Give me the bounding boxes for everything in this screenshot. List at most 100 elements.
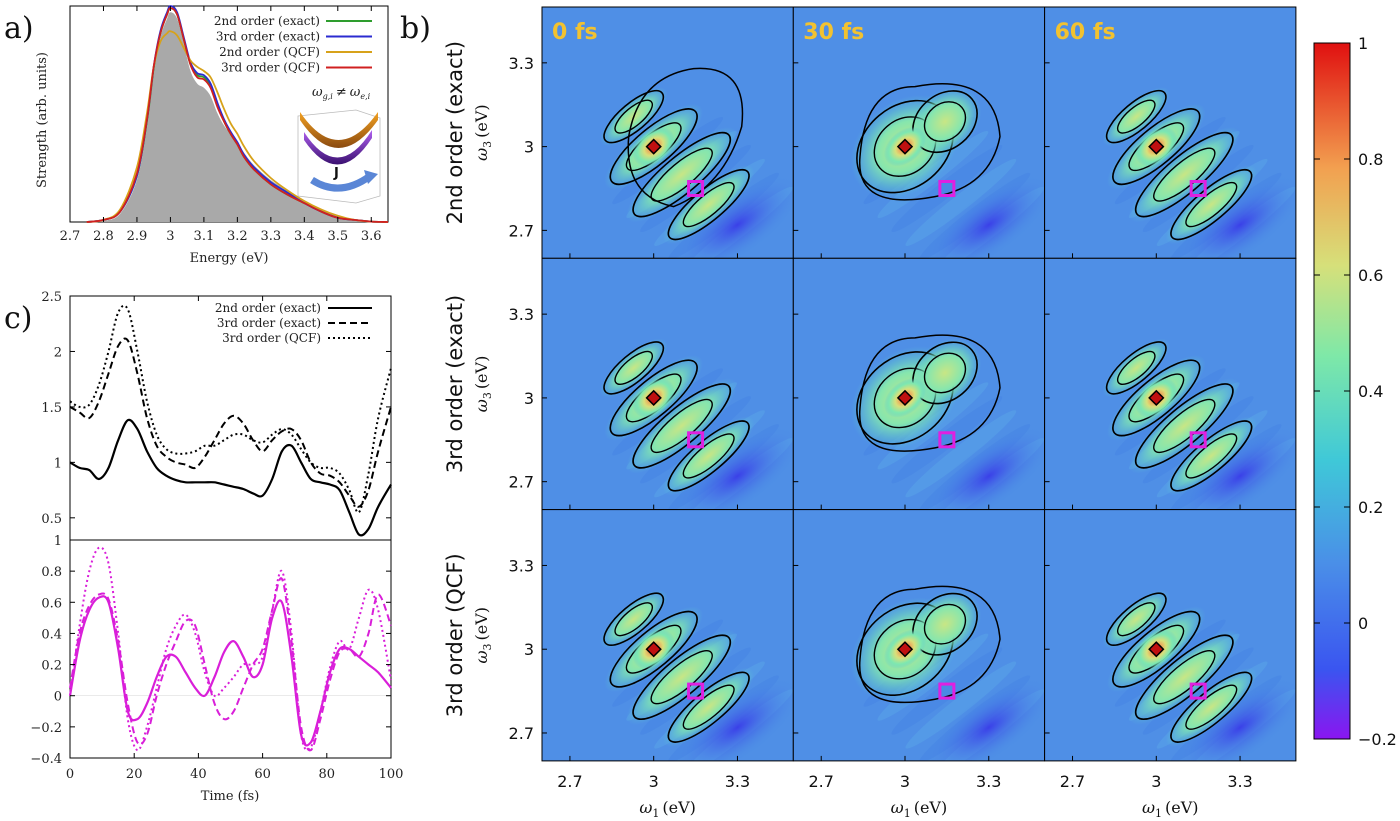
c-xtick-label: 80	[319, 767, 336, 782]
heatmap-outer-contour	[859, 585, 1001, 704]
heatmap-target-marker	[938, 431, 956, 449]
heatmap-contour	[632, 131, 732, 218]
heatmap-frame	[1044, 509, 1297, 762]
a-xtick-label: 3.5	[327, 229, 348, 244]
col-xtick-label: 2.7	[808, 772, 833, 791]
col-xtick-label: 3	[649, 772, 659, 791]
heatmap-contour-inner	[923, 603, 967, 645]
c-legend-label: 3rd order (QCF)	[222, 331, 321, 345]
panel-a-ylabel: Strength (arb. units)	[35, 52, 50, 188]
heatmap-target-marker	[687, 179, 705, 197]
row-ytick-label: 2.7	[509, 724, 534, 743]
spectrum-fill	[86, 12, 388, 222]
c-top-line-2	[69, 337, 392, 508]
c-top-ytick-label: 0.5	[41, 512, 62, 527]
a-xtick-label: 2.8	[93, 229, 114, 244]
time-label-2: 30 fs	[803, 20, 864, 45]
heatmap-target-marker	[1189, 682, 1207, 700]
a-xtick-label: 3.4	[294, 229, 315, 244]
col-xtick-label: 2.7	[557, 772, 582, 791]
col-xtick-label: 3.3	[976, 772, 1001, 791]
heatmap-peak-marker	[896, 641, 914, 658]
colorbar-tick-label: 0.2	[1358, 498, 1383, 517]
heatmap-contour-inner	[614, 99, 654, 134]
heatmap-contour	[1170, 671, 1253, 743]
col-xtick-label: 3	[900, 772, 910, 791]
c-xtick-label: 20	[126, 767, 143, 782]
c-bottom-line-3	[69, 546, 392, 752]
heatmap-negative-region	[924, 426, 1045, 510]
c-bottom-line-2	[69, 577, 392, 752]
heatmap-negative-region	[673, 677, 794, 761]
heatmap-cell-r2-c1	[541, 257, 794, 511]
row-ytick-label: 3.3	[509, 54, 534, 73]
row-title-2: 3rd order (exact)	[443, 295, 467, 473]
c-bottom-ytick-label: −0.4	[30, 752, 62, 767]
colorbar-tick-label: 0.8	[1358, 150, 1383, 169]
heatmap-outer-contour	[859, 334, 1001, 452]
heatmap-contour	[1112, 108, 1201, 186]
heatmap-lobe	[626, 127, 737, 223]
c-bottom-ytick-label: 0.2	[41, 659, 62, 674]
heatmap-target-marker	[938, 682, 956, 700]
heatmap-lobe	[1129, 629, 1240, 725]
heatmap-contour	[1112, 610, 1201, 688]
heatmap-lobe	[1102, 338, 1170, 398]
heatmap-contour-inner	[923, 101, 967, 143]
heatmap-contour-inner	[614, 350, 654, 385]
a-legend-label: 2nd order (exact)	[214, 14, 320, 28]
row-ytick-label: 3	[524, 640, 534, 659]
heatmap-cell-r3-c3	[1044, 509, 1297, 762]
c-top-ytick-label: 1	[54, 456, 62, 471]
row-title-3: 3rd order (QCF)	[443, 553, 467, 717]
heatmap-lobe	[626, 378, 737, 474]
heatmap-lobe	[1165, 165, 1258, 245]
heatmap-lobe	[908, 87, 982, 157]
heatmap-cell-r2-c3	[1044, 257, 1297, 511]
row-ytick-label: 3	[524, 138, 534, 157]
col-xtick-label: 2.7	[1060, 772, 1085, 791]
a-xtick-label: 3	[166, 229, 174, 244]
heatmap-peak-marker	[645, 138, 662, 155]
heatmap-contour-inner	[614, 602, 654, 637]
heatmap-target-marker	[1189, 179, 1207, 197]
row-ylabel-1: ω3(eV)	[472, 104, 494, 161]
c-bottom-ytick-label: 0.4	[41, 627, 62, 642]
heatmap-negative-region	[924, 677, 1045, 761]
heatmap-contour	[1134, 634, 1234, 720]
col-xlabel-3: ω1 (eV)	[1142, 798, 1199, 820]
heatmap-lobe	[1102, 87, 1170, 146]
time-label-3: 60 fs	[1055, 20, 1116, 45]
heatmap-outer-contour	[859, 83, 1001, 201]
col-xlabel-1: ω1 (eV)	[639, 798, 696, 820]
heatmap-target-marker	[938, 179, 956, 197]
heatmap-contour	[1112, 359, 1201, 437]
heatmap-cell-r3-c1	[541, 509, 794, 762]
heatmap-contour	[603, 592, 665, 646]
heatmap-contour	[1134, 131, 1234, 218]
heatmap-contour-inner	[1116, 99, 1156, 134]
c-top-line-3	[69, 304, 392, 514]
heatmap-lobe	[1102, 589, 1170, 649]
heatmap-negative-region	[1176, 426, 1296, 510]
heatmap-contour	[667, 420, 750, 492]
a-legend-label: 3rd order (QCF)	[221, 61, 320, 75]
panel-a-ticks: 2.7 2.8 2.9 3 3.1 3.2 3.3 3.4 3.5 3.6	[60, 6, 382, 244]
panel-label-b: b)	[400, 11, 431, 46]
a-legend-label: 2nd order (QCF)	[219, 45, 320, 59]
inset-formula: ωg,i ≠ ωe,i	[312, 85, 371, 101]
heatmap-negative-region	[924, 175, 1045, 259]
heatmap-cell-r1-c3	[1044, 6, 1297, 259]
heatmap-cell-r3-c2	[792, 509, 1046, 762]
row-ytick-label: 2.7	[509, 221, 534, 240]
c-top-line-1	[69, 418, 392, 537]
heatmap-contour-inner	[1116, 602, 1156, 637]
heatmap-outer-contour	[627, 67, 744, 208]
panel-label-c: c)	[4, 301, 33, 336]
row-title-1: 2nd order (exact)	[443, 41, 467, 224]
a-xtick-label: 2.9	[127, 229, 148, 244]
heatmap-peak-marker	[896, 138, 914, 155]
heatmap-contour	[667, 671, 750, 743]
heatmap-lobe	[662, 165, 755, 245]
